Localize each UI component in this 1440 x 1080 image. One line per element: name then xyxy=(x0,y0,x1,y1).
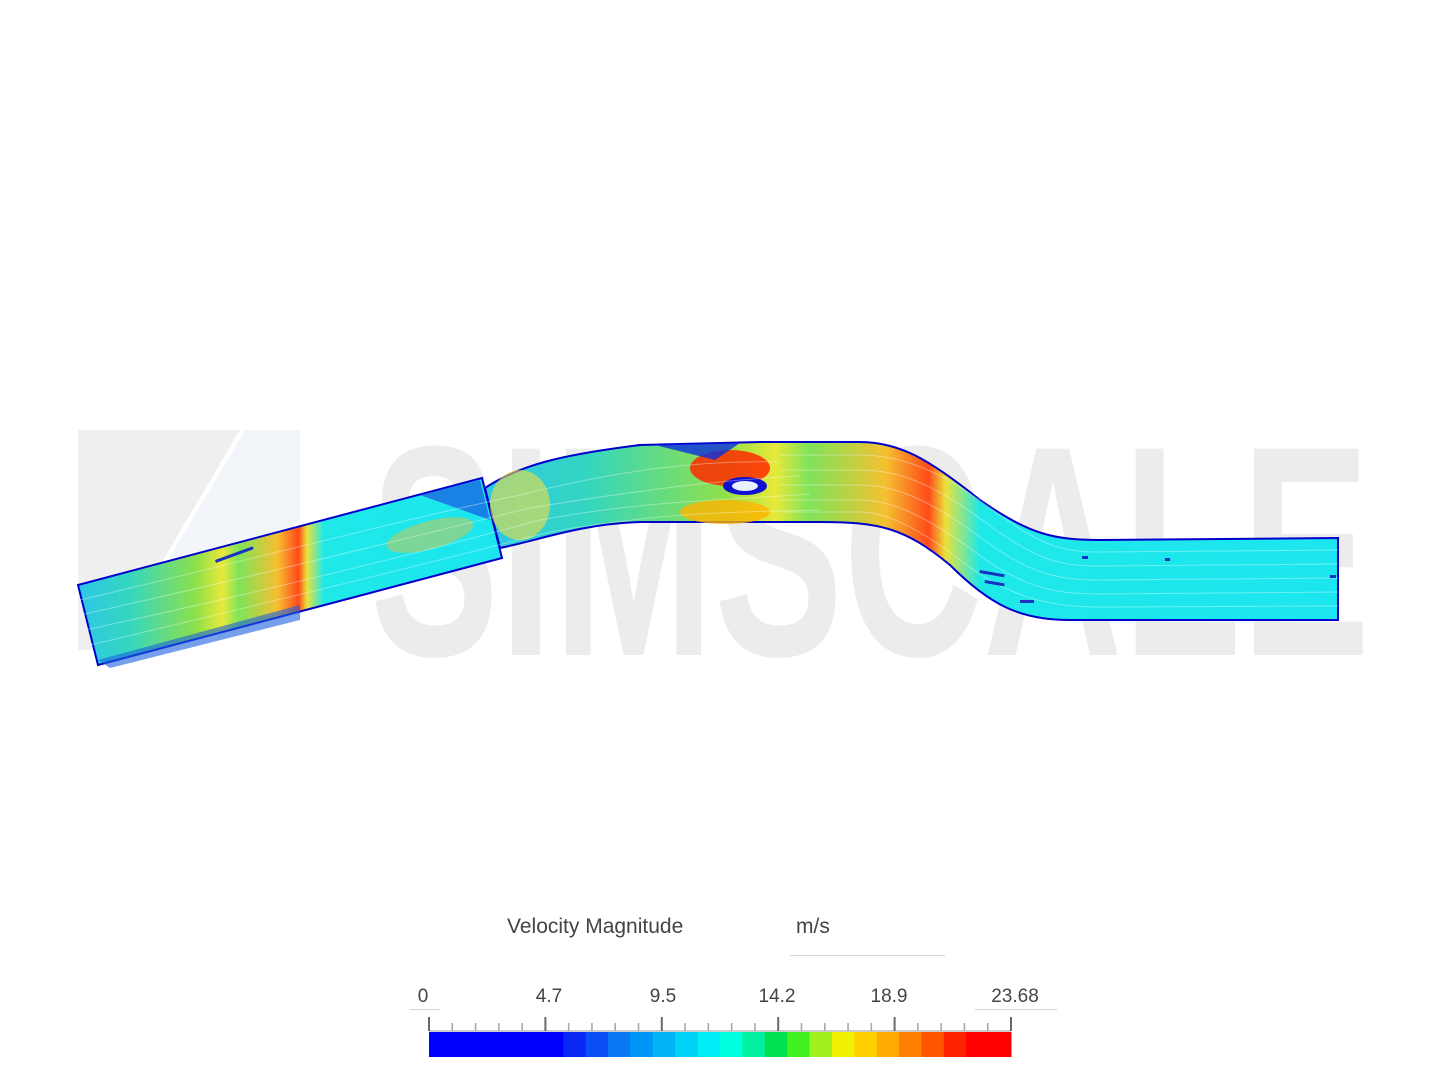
legend-tick-label: 0 xyxy=(417,986,429,1007)
legend-title: Velocity Magnitude xyxy=(507,915,684,938)
legend-tick-label: 23.68 xyxy=(991,986,1039,1007)
legend-max-underline xyxy=(975,1009,1057,1010)
legend-min-underline xyxy=(410,1009,440,1010)
legend-tick-label: 14.2 xyxy=(758,986,796,1007)
legend-tick-label: 18.9 xyxy=(870,986,908,1007)
legend-unit: m/s xyxy=(796,915,830,938)
legend-unit-underline xyxy=(790,955,945,956)
pipe-geometry xyxy=(76,441,1339,668)
legend-tick-label: 9.5 xyxy=(649,986,677,1007)
legend-tick-label: 4.7 xyxy=(535,986,563,1007)
